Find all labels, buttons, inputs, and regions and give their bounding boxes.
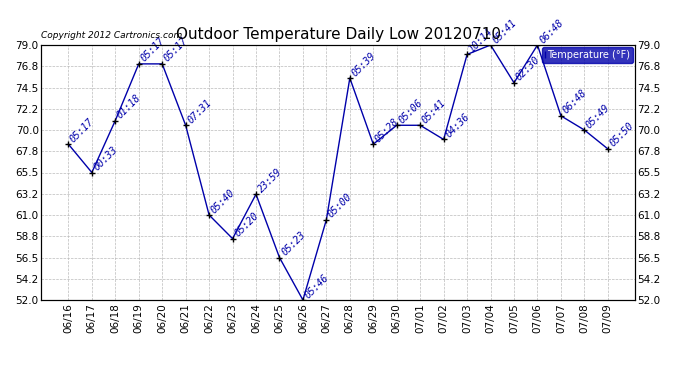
Text: 05:39: 05:39 bbox=[350, 50, 377, 78]
Text: 01:18: 01:18 bbox=[115, 93, 143, 120]
Text: Copyright 2012 Cartronics.com: Copyright 2012 Cartronics.com bbox=[41, 31, 183, 40]
Text: 10:14: 10:14 bbox=[467, 27, 495, 54]
Text: 05:23: 05:23 bbox=[279, 230, 307, 258]
Text: 23:59: 23:59 bbox=[256, 166, 284, 194]
Text: 05:41: 05:41 bbox=[491, 17, 518, 45]
Text: 05:46: 05:46 bbox=[303, 272, 331, 300]
Title: Outdoor Temperature Daily Low 20120710: Outdoor Temperature Daily Low 20120710 bbox=[175, 27, 501, 42]
Text: 05:17: 05:17 bbox=[68, 116, 96, 144]
Text: 05:50: 05:50 bbox=[608, 121, 635, 149]
Text: 05:20: 05:20 bbox=[233, 211, 260, 238]
Text: 05:41: 05:41 bbox=[420, 98, 448, 125]
Text: 05:40: 05:40 bbox=[209, 187, 237, 215]
Text: 05:00: 05:00 bbox=[326, 192, 354, 220]
Text: 07:31: 07:31 bbox=[186, 98, 213, 125]
Text: 05:49: 05:49 bbox=[584, 102, 612, 130]
Text: 00:33: 00:33 bbox=[92, 145, 119, 172]
Legend: Temperature (°F): Temperature (°F) bbox=[542, 47, 633, 63]
Text: 02:30: 02:30 bbox=[514, 55, 542, 83]
Text: 06:48: 06:48 bbox=[561, 88, 589, 116]
Text: 06:48: 06:48 bbox=[538, 17, 565, 45]
Text: 04:36: 04:36 bbox=[444, 112, 471, 140]
Text: 05:28: 05:28 bbox=[373, 116, 401, 144]
Text: 05:17: 05:17 bbox=[162, 36, 190, 64]
Text: 05:17: 05:17 bbox=[139, 36, 166, 64]
Text: 05:06: 05:06 bbox=[397, 98, 424, 125]
